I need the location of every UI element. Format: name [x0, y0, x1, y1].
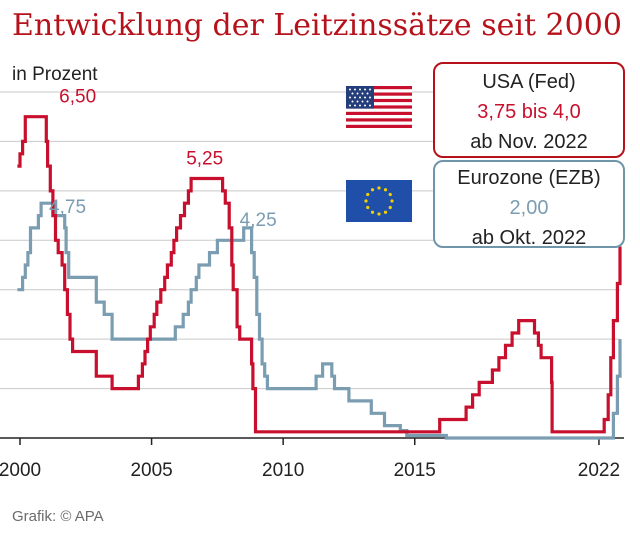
data-label-peak: 4,25 [240, 210, 277, 231]
data-label-peak: 6,50 [59, 87, 96, 108]
source-credit: Grafik: © APA [12, 508, 104, 525]
x-tick-label: 2010 [262, 460, 304, 481]
y-axis-unit-label: in Prozent [12, 64, 98, 85]
legend-eu-since: ab Okt. 2022 [471, 227, 587, 249]
data-label-peak: 5,25 [186, 149, 223, 170]
legend-usa-country: USA (Fed) [482, 71, 576, 93]
legend-usa: USA (Fed) 3,75 bis 4,0 ab Nov. 2022 [433, 62, 625, 158]
legend-usa-since: ab Nov. 2022 [470, 131, 588, 153]
us-flag-icon [346, 86, 412, 128]
legend-eu-country: Eurozone (EZB) [457, 167, 601, 189]
x-tick-label: 2000 [0, 460, 41, 481]
legend-usa-rate: 3,75 bis 4,0 [477, 101, 581, 123]
x-tick-label: 2005 [130, 460, 172, 481]
data-label-peak: 4,75 [49, 197, 86, 218]
chart-title: Entwicklung der Leitzinssätze seit 2000 [12, 8, 622, 43]
series-line-usa [17, 115, 622, 434]
x-tick-label: 2015 [394, 460, 436, 481]
legend-eu-rate: 2,00 [509, 197, 549, 219]
x-tick-label: 2022 [578, 460, 620, 481]
legend-eu: Eurozone (EZB) 2,00 ab Okt. 2022 [433, 160, 625, 249]
eu-flag-icon [346, 180, 412, 222]
